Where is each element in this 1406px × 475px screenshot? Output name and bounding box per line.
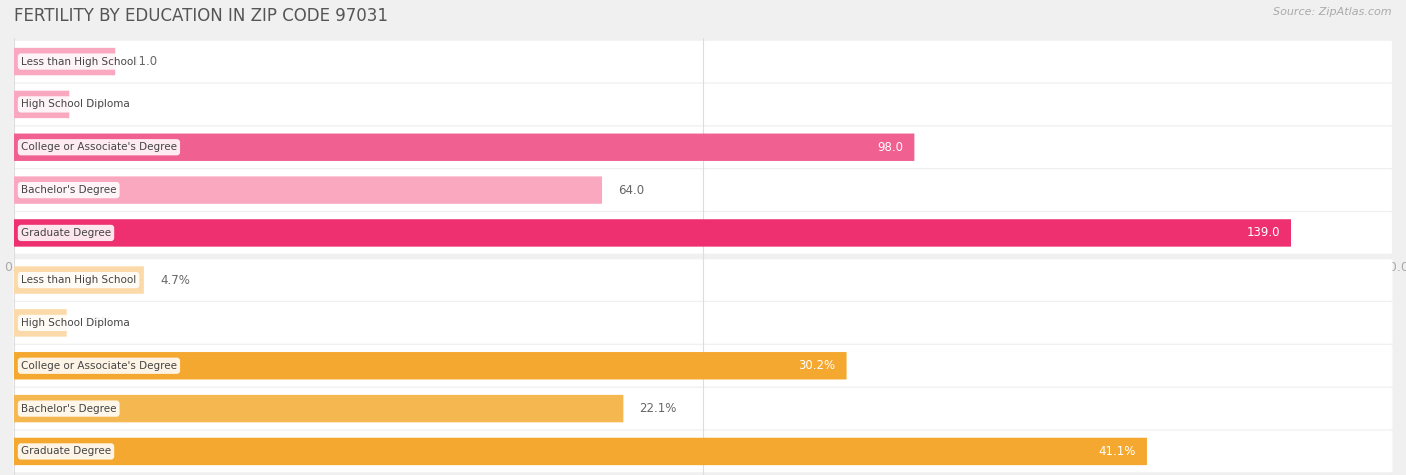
Text: College or Associate's Degree: College or Associate's Degree: [21, 142, 177, 152]
Text: FERTILITY BY EDUCATION IN ZIP CODE 97031: FERTILITY BY EDUCATION IN ZIP CODE 97031: [14, 7, 388, 25]
FancyBboxPatch shape: [14, 48, 115, 75]
FancyBboxPatch shape: [14, 133, 914, 161]
FancyBboxPatch shape: [14, 266, 143, 294]
FancyBboxPatch shape: [14, 84, 1392, 125]
Text: Graduate Degree: Graduate Degree: [21, 228, 111, 238]
FancyBboxPatch shape: [14, 41, 1392, 82]
Text: Less than High School: Less than High School: [21, 57, 136, 66]
FancyBboxPatch shape: [14, 259, 1392, 301]
FancyBboxPatch shape: [14, 219, 1291, 247]
Text: 98.0: 98.0: [877, 141, 903, 154]
FancyBboxPatch shape: [14, 431, 1392, 472]
Text: Bachelor's Degree: Bachelor's Degree: [21, 185, 117, 195]
Text: Graduate Degree: Graduate Degree: [21, 446, 111, 456]
FancyBboxPatch shape: [14, 438, 1147, 465]
FancyBboxPatch shape: [14, 126, 1392, 168]
Text: Source: ZipAtlas.com: Source: ZipAtlas.com: [1274, 7, 1392, 17]
Text: Less than High School: Less than High School: [21, 275, 136, 285]
FancyBboxPatch shape: [14, 91, 69, 118]
Text: College or Associate's Degree: College or Associate's Degree: [21, 361, 177, 371]
Text: Bachelor's Degree: Bachelor's Degree: [21, 404, 117, 414]
Text: 11.0: 11.0: [132, 55, 157, 68]
Text: High School Diploma: High School Diploma: [21, 318, 129, 328]
FancyBboxPatch shape: [14, 176, 602, 204]
Text: 1.9%: 1.9%: [83, 316, 112, 329]
FancyBboxPatch shape: [14, 309, 66, 337]
Text: 41.1%: 41.1%: [1098, 445, 1136, 458]
Text: 4.7%: 4.7%: [160, 274, 190, 286]
Text: High School Diploma: High School Diploma: [21, 99, 129, 109]
FancyBboxPatch shape: [14, 345, 1392, 387]
FancyBboxPatch shape: [14, 212, 1392, 254]
FancyBboxPatch shape: [14, 395, 623, 422]
Text: 30.2%: 30.2%: [799, 359, 835, 372]
FancyBboxPatch shape: [14, 169, 1392, 211]
FancyBboxPatch shape: [14, 352, 846, 380]
Text: 64.0: 64.0: [619, 184, 644, 197]
Text: 139.0: 139.0: [1246, 227, 1279, 239]
FancyBboxPatch shape: [14, 388, 1392, 429]
Text: 6.0: 6.0: [86, 98, 104, 111]
Text: 22.1%: 22.1%: [640, 402, 678, 415]
FancyBboxPatch shape: [14, 302, 1392, 344]
